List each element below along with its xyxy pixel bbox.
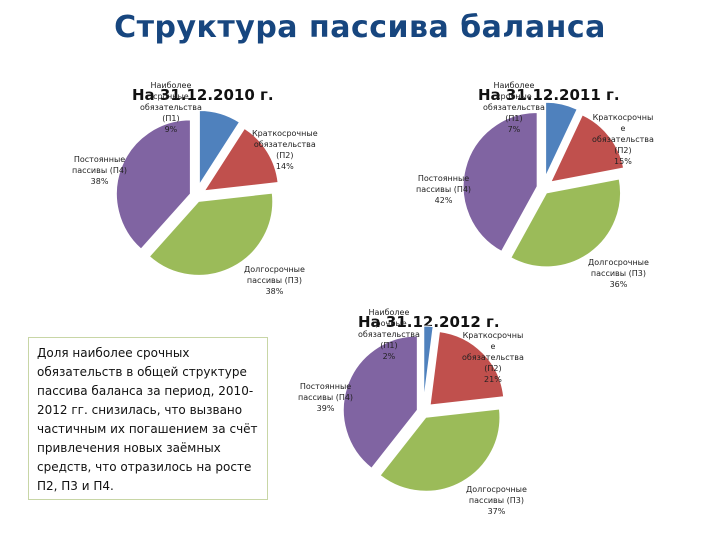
slice-label-p4-2012: Постоянные пассивы (П4) 39% — [298, 382, 354, 413]
slice-label-p4-2011: Постоянные пассивы (П4) 42% — [416, 174, 472, 205]
chart-title-2010: На 31.12.2010 г. — [132, 86, 274, 104]
slice-label-p1-2010: Наиболее срочные обязательства (П1) 9% — [140, 81, 202, 134]
pie-slice-p1-2012 — [423, 325, 434, 401]
slice-label-p3-2011: Долгосрочные пассивы (П3) 36% — [588, 258, 649, 289]
pie-slice-p3-2010 — [148, 192, 274, 276]
pie-slice-p4-2011 — [462, 112, 538, 253]
slice-label-p2-2011: Краткосрочны е обязательства (П2) 15% — [592, 113, 654, 166]
slice-label-p1-2011: Наиболее срочные обязательства (П1) 7% — [483, 81, 545, 134]
slice-label-p4-2010: Постоянные пассивы (П4) 38% — [72, 155, 128, 186]
pie-slice-p4-2012 — [342, 335, 418, 469]
slice-label-p1-2012: Наиболее срочные обязательства (П1) 2% — [358, 308, 420, 361]
pie-slice-p3-2012 — [379, 408, 501, 492]
summary-note: Доля наиболее срочных обязательств в общ… — [28, 337, 268, 500]
chart-title-2011: На 31.12.2011 г. — [478, 86, 620, 104]
slice-label-p3-2012: Долгосрочные пассивы (П3) 37% — [466, 485, 527, 516]
slice-label-p2-2012: Краткосрочны е обязательства (П2) 21% — [462, 331, 524, 384]
pie-slice-p3-2011 — [510, 178, 622, 268]
slice-label-p2-2010: Краткосрочные обязательства (П2) 14% — [252, 129, 318, 171]
chart-title-2012: На 31.12.2012 г. — [358, 313, 500, 331]
pie-slice-p1-2011 — [545, 101, 578, 177]
page-title: Структура пассива баланса — [114, 10, 606, 45]
pie-slice-p2-2012 — [429, 331, 505, 406]
slice-label-p3-2010: Долгосрочные пассивы (П3) 38% — [244, 265, 305, 296]
pie-slice-p2-2011 — [550, 114, 625, 183]
pie-slice-p2-2010 — [203, 127, 279, 192]
pie-slice-p1-2010 — [198, 109, 241, 187]
pie-slice-p4-2010 — [115, 119, 191, 250]
